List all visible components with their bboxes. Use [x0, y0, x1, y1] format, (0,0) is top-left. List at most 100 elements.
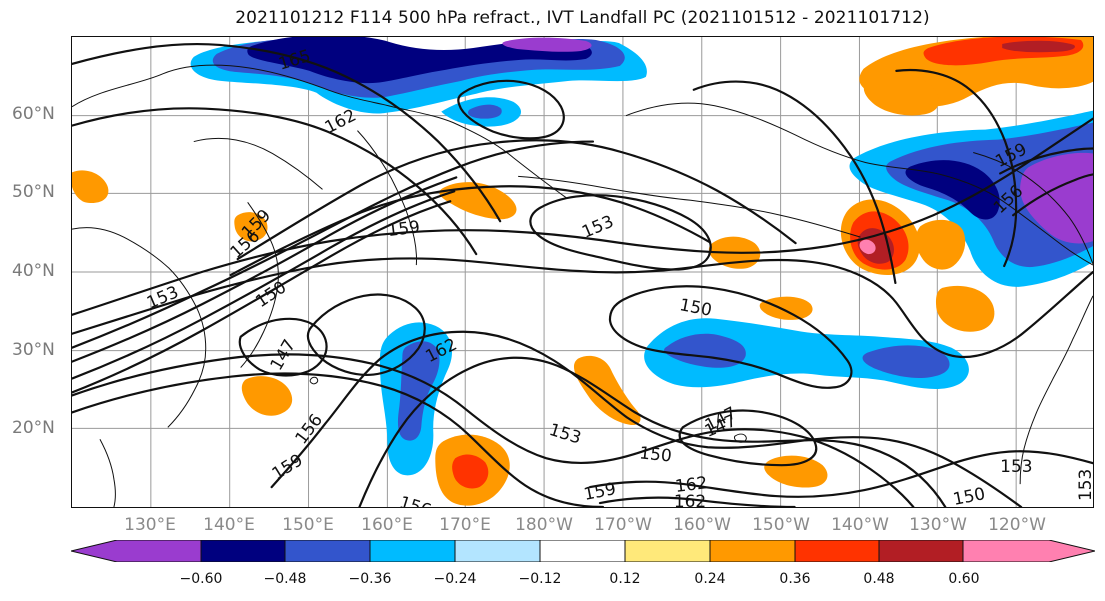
pos-region-central-trop [759, 296, 813, 320]
contour-label: 162 [674, 491, 706, 507]
contour-162-south [358, 356, 947, 507]
colorbar-segment [200, 540, 286, 562]
colorbar-segment [878, 540, 964, 562]
contour-bering-low [457, 79, 565, 140]
pos-region-dateline-south [764, 455, 828, 488]
contour-153-mid [72, 117, 1093, 316]
contour-north-pacific-ridge [692, 80, 897, 285]
colorbar-segment [539, 540, 626, 562]
coast-north-america-west [973, 152, 1093, 265]
colorbar-tick-label: −0.12 [518, 571, 562, 587]
shaded-refractivity-field [72, 37, 1093, 506]
contour-jet-1 [72, 140, 595, 349]
pos-region-north-pacific-pink [859, 239, 876, 255]
lat-label: 20°N [12, 418, 55, 438]
contour-jet-4 [72, 200, 452, 394]
contour-147-west [238, 317, 328, 377]
pos-region-tropical-bottom-core [452, 454, 489, 489]
colorbar-segment [624, 540, 711, 562]
contour-150-east [608, 285, 853, 389]
colorbar-segment [962, 540, 1095, 562]
lon-label: 160°E [361, 515, 413, 535]
contour-label: 162 [674, 472, 709, 496]
colorbar-tick-label: −0.48 [263, 571, 307, 587]
lon-label: 170°W [594, 515, 652, 535]
contour-lines [72, 42, 1093, 507]
lon-label: 130°E [124, 515, 176, 535]
contour-159-south [270, 330, 1023, 507]
lon-label: 140°E [203, 515, 255, 535]
lat-label: 40°N [12, 261, 55, 281]
lon-label: 150°E [282, 515, 334, 535]
island-marianas [309, 376, 319, 385]
pos-region-arctic-east-core [1002, 40, 1075, 53]
neg-region-gulf-alaska-core [905, 160, 1000, 220]
pos-region-japan-sea [439, 182, 517, 220]
lat-label: 50°N [12, 182, 55, 202]
contour-label: 156 [291, 410, 326, 448]
contour-label: 153 [1075, 469, 1093, 501]
pos-region-alaska-orange [863, 72, 940, 116]
contour-west-loop-150 [306, 293, 426, 376]
contour-159-north [236, 139, 797, 261]
lon-label: 160°W [673, 515, 731, 535]
contour-label: 153 [144, 282, 182, 313]
pos-region-subtropical-orange [573, 355, 641, 426]
contour-150-mid [72, 257, 1093, 359]
colorbar-tick-label: −0.60 [179, 571, 223, 587]
map-panel: 165 162 159 156 153 150 147 159 153 150 … [71, 36, 1094, 508]
lon-label: 140°W [831, 515, 889, 535]
colorbar-tick-label: −0.36 [348, 571, 392, 587]
contour-trough-east [895, 68, 1018, 268]
colorbar-tick-label: 0.24 [694, 571, 726, 587]
coast-alaska [625, 102, 1093, 266]
contour-label: 150 [951, 483, 987, 507]
colorbar-segment [794, 540, 880, 562]
colorbar-segment [369, 540, 456, 562]
colorbar-segment [454, 540, 541, 562]
contour-label: 153 [579, 211, 617, 242]
neg-region-central-pacific-east-core [862, 345, 950, 378]
contour-label: 150 [678, 294, 714, 320]
contour-label: 150 [638, 442, 672, 465]
contour-labels-layer: 165 162 159 156 153 150 147 159 153 150 … [144, 45, 1093, 507]
neg-region-arctic-purple [502, 37, 592, 52]
contour-east-coast-2 [1012, 173, 1093, 217]
figure-title: 2021101212 F114 500 hPa refract., IVT La… [235, 8, 930, 28]
lon-label: 180°W [515, 515, 573, 535]
colorbar-tick-label: 0.60 [948, 571, 980, 587]
contour-156-north [229, 185, 711, 277]
colorbar-tick-label: 0.12 [609, 571, 641, 587]
lat-label: 60°N [12, 104, 55, 124]
neg-region-bering-core [467, 104, 502, 119]
colorbar-segment [709, 540, 796, 562]
colorbar-tick-label: 0.48 [863, 571, 895, 587]
contour-jet-2 [72, 176, 458, 363]
lat-label: 30°N [12, 340, 55, 360]
neg-region-gulf-alaska-purple [1020, 152, 1093, 244]
colorbar [71, 540, 1095, 562]
lon-label: 120°W [988, 515, 1046, 535]
pos-region-baja [935, 285, 995, 332]
contour-label: 150 [252, 277, 290, 312]
lon-label: 170°E [439, 515, 491, 535]
colorbar-tick-label: 0.36 [779, 571, 811, 587]
contour-tropics-south-1 [588, 450, 1093, 498]
colorbar-segment [284, 540, 371, 562]
colorbar-segment [71, 540, 202, 562]
lon-label: 130°W [909, 515, 967, 535]
pos-region-east-china-sea [241, 376, 293, 416]
contour-156-south [72, 372, 605, 507]
contour-label: 156 [397, 492, 434, 507]
colorbar-tick-label: −0.24 [433, 571, 477, 587]
contour-label: 153 [547, 419, 584, 448]
contour-jet-3 [72, 190, 456, 380]
pos-region-mid-lat-east [915, 219, 966, 270]
coast-aleutians [518, 175, 861, 238]
coast-okhotsk [193, 137, 323, 190]
contour-east-coast-1 [999, 147, 1093, 175]
contour-label: 159 [386, 216, 421, 240]
contour-tropics-south-2 [598, 496, 796, 507]
lon-label: 150°W [752, 515, 810, 535]
